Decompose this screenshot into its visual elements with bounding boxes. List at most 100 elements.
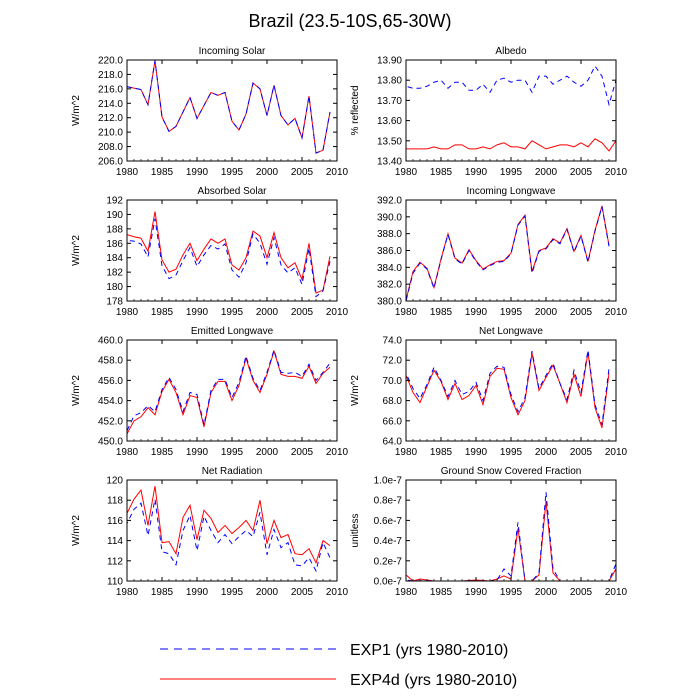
x-tick-label: 1990 bbox=[465, 447, 488, 458]
y-tick-label: 184 bbox=[106, 253, 123, 264]
y-tick-label: 178 bbox=[106, 297, 123, 308]
x-tick-label: 2000 bbox=[535, 167, 558, 178]
series-line-exp4d bbox=[127, 211, 331, 294]
x-tick-label: 2000 bbox=[535, 587, 558, 598]
plot-frame bbox=[405, 339, 617, 442]
y-tick-label: 390.0 bbox=[377, 212, 402, 223]
y-axis-label: unitless bbox=[350, 514, 361, 548]
panel-title: Absorbed Solar bbox=[198, 186, 268, 197]
x-tick-label: 2005 bbox=[570, 587, 593, 598]
y-tick-label: 458.0 bbox=[98, 356, 123, 367]
x-tick-label: 2000 bbox=[256, 307, 279, 318]
legend-entry-exp4d: EXP4d (yrs 1980-2010) bbox=[160, 672, 517, 689]
y-tick-label: 218.0 bbox=[98, 70, 123, 81]
plot-frame bbox=[126, 59, 338, 162]
series-line-exp4d bbox=[127, 60, 331, 154]
y-axis-label: W/m^2 bbox=[350, 375, 361, 406]
panel-emitted-longwave: Emitted Longwave W/m^2 1980 1985 1990 1995 200… bbox=[71, 326, 349, 458]
y-tick-label: 64.0 bbox=[383, 437, 403, 448]
series-line-exp4d bbox=[127, 485, 331, 565]
y-tick-label: 0.8e-7 bbox=[374, 496, 403, 507]
y-tick-label: 190 bbox=[106, 210, 123, 221]
x-tick-label: 1985 bbox=[151, 587, 174, 598]
y-tick-label: 0.6e-7 bbox=[374, 516, 403, 527]
x-tick-label: 1980 bbox=[116, 167, 139, 178]
x-tick-label: 1985 bbox=[430, 167, 453, 178]
series-line-exp1 bbox=[127, 348, 331, 433]
x-tick-label: 1980 bbox=[116, 447, 139, 458]
panel-title: Incoming Solar bbox=[199, 46, 266, 57]
plot-frame bbox=[126, 339, 338, 442]
y-tick-label: 456.0 bbox=[98, 376, 123, 387]
x-tick-label: 1985 bbox=[151, 307, 174, 318]
x-tick-label: 1980 bbox=[395, 587, 418, 598]
plot-frame bbox=[126, 199, 338, 302]
panel-title: Albedo bbox=[495, 46, 527, 57]
series-line-exp4d bbox=[406, 352, 610, 429]
series-line-exp1 bbox=[127, 60, 331, 154]
x-tick-label: 2010 bbox=[326, 307, 349, 318]
series-line-exp1 bbox=[406, 65, 616, 107]
y-tick-label: 210.0 bbox=[98, 128, 123, 139]
x-tick-label: 1990 bbox=[186, 167, 209, 178]
x-tick-label: 2000 bbox=[535, 307, 558, 318]
panel-albedo: Albedo % reflected 1980 1985 1990 1995 2000 200… bbox=[350, 46, 628, 178]
y-tick-label: 180 bbox=[106, 282, 123, 293]
series-line-exp1 bbox=[406, 492, 616, 581]
x-tick-label: 2000 bbox=[256, 447, 279, 458]
y-tick-label: 380.0 bbox=[377, 297, 402, 308]
x-tick-label: 1985 bbox=[430, 447, 453, 458]
y-tick-label: 460.0 bbox=[98, 336, 123, 347]
plot-frame bbox=[405, 59, 617, 162]
y-axis-label: W/m^2 bbox=[71, 515, 82, 546]
y-tick-label: 72.0 bbox=[383, 356, 403, 367]
y-tick-label: 13.40 bbox=[377, 157, 402, 168]
x-tick-label: 1990 bbox=[186, 447, 209, 458]
x-tick-label: 2005 bbox=[570, 447, 593, 458]
x-tick-label: 1990 bbox=[186, 307, 209, 318]
y-tick-label: 114 bbox=[107, 536, 123, 547]
x-tick-label: 2005 bbox=[291, 167, 314, 178]
x-tick-label: 1995 bbox=[221, 447, 244, 458]
x-tick-label: 2000 bbox=[535, 447, 558, 458]
panel-title: Incoming Longwave bbox=[467, 186, 556, 197]
x-tick-label: 2010 bbox=[326, 587, 349, 598]
y-tick-label: 110 bbox=[107, 577, 123, 588]
panel-absorbed-solar: Absorbed Solar W/m^2 1980 1985 1990 1995 2000 2… bbox=[71, 186, 349, 318]
x-tick-label: 1980 bbox=[395, 167, 418, 178]
x-tick-label: 1995 bbox=[500, 307, 523, 318]
x-tick-label: 1985 bbox=[430, 307, 453, 318]
x-tick-label: 2000 bbox=[256, 167, 279, 178]
y-tick-label: 208.0 bbox=[98, 142, 123, 153]
x-tick-label: 1985 bbox=[151, 447, 174, 458]
y-tick-label: 216.0 bbox=[98, 84, 123, 95]
x-tick-label: 1990 bbox=[186, 587, 209, 598]
x-tick-label: 1995 bbox=[221, 167, 244, 178]
series-line-exp4d bbox=[127, 349, 331, 435]
y-tick-label: 118 bbox=[107, 496, 123, 507]
y-tick-label: 454.0 bbox=[98, 396, 123, 407]
x-tick-label: 1995 bbox=[221, 307, 244, 318]
y-tick-label: 452.0 bbox=[98, 416, 123, 427]
x-tick-label: 2005 bbox=[291, 587, 314, 598]
y-tick-label: 382.0 bbox=[377, 280, 402, 291]
legend-label-exp4d: EXP4d (yrs 1980-2010) bbox=[350, 672, 517, 689]
y-tick-label: 206.0 bbox=[98, 157, 123, 168]
series-line-exp1 bbox=[127, 499, 331, 573]
y-tick-label: 13.70 bbox=[377, 96, 402, 107]
x-tick-label: 1990 bbox=[465, 167, 488, 178]
y-axis-label: % reflected bbox=[350, 85, 361, 135]
x-tick-label: 2010 bbox=[605, 307, 628, 318]
y-tick-label: 384.0 bbox=[377, 263, 402, 274]
y-tick-label: 182 bbox=[106, 268, 123, 279]
y-tick-label: 450.0 bbox=[98, 437, 123, 448]
series-line-exp4d bbox=[406, 501, 616, 581]
y-tick-label: 392.0 bbox=[377, 196, 402, 207]
y-tick-label: 70.0 bbox=[383, 376, 403, 387]
y-tick-label: 0.2e-7 bbox=[374, 556, 403, 567]
x-tick-label: 1980 bbox=[116, 587, 139, 598]
x-tick-label: 1990 bbox=[465, 307, 488, 318]
panel-title: Emitted Longwave bbox=[191, 326, 274, 337]
x-tick-label: 2005 bbox=[291, 447, 314, 458]
